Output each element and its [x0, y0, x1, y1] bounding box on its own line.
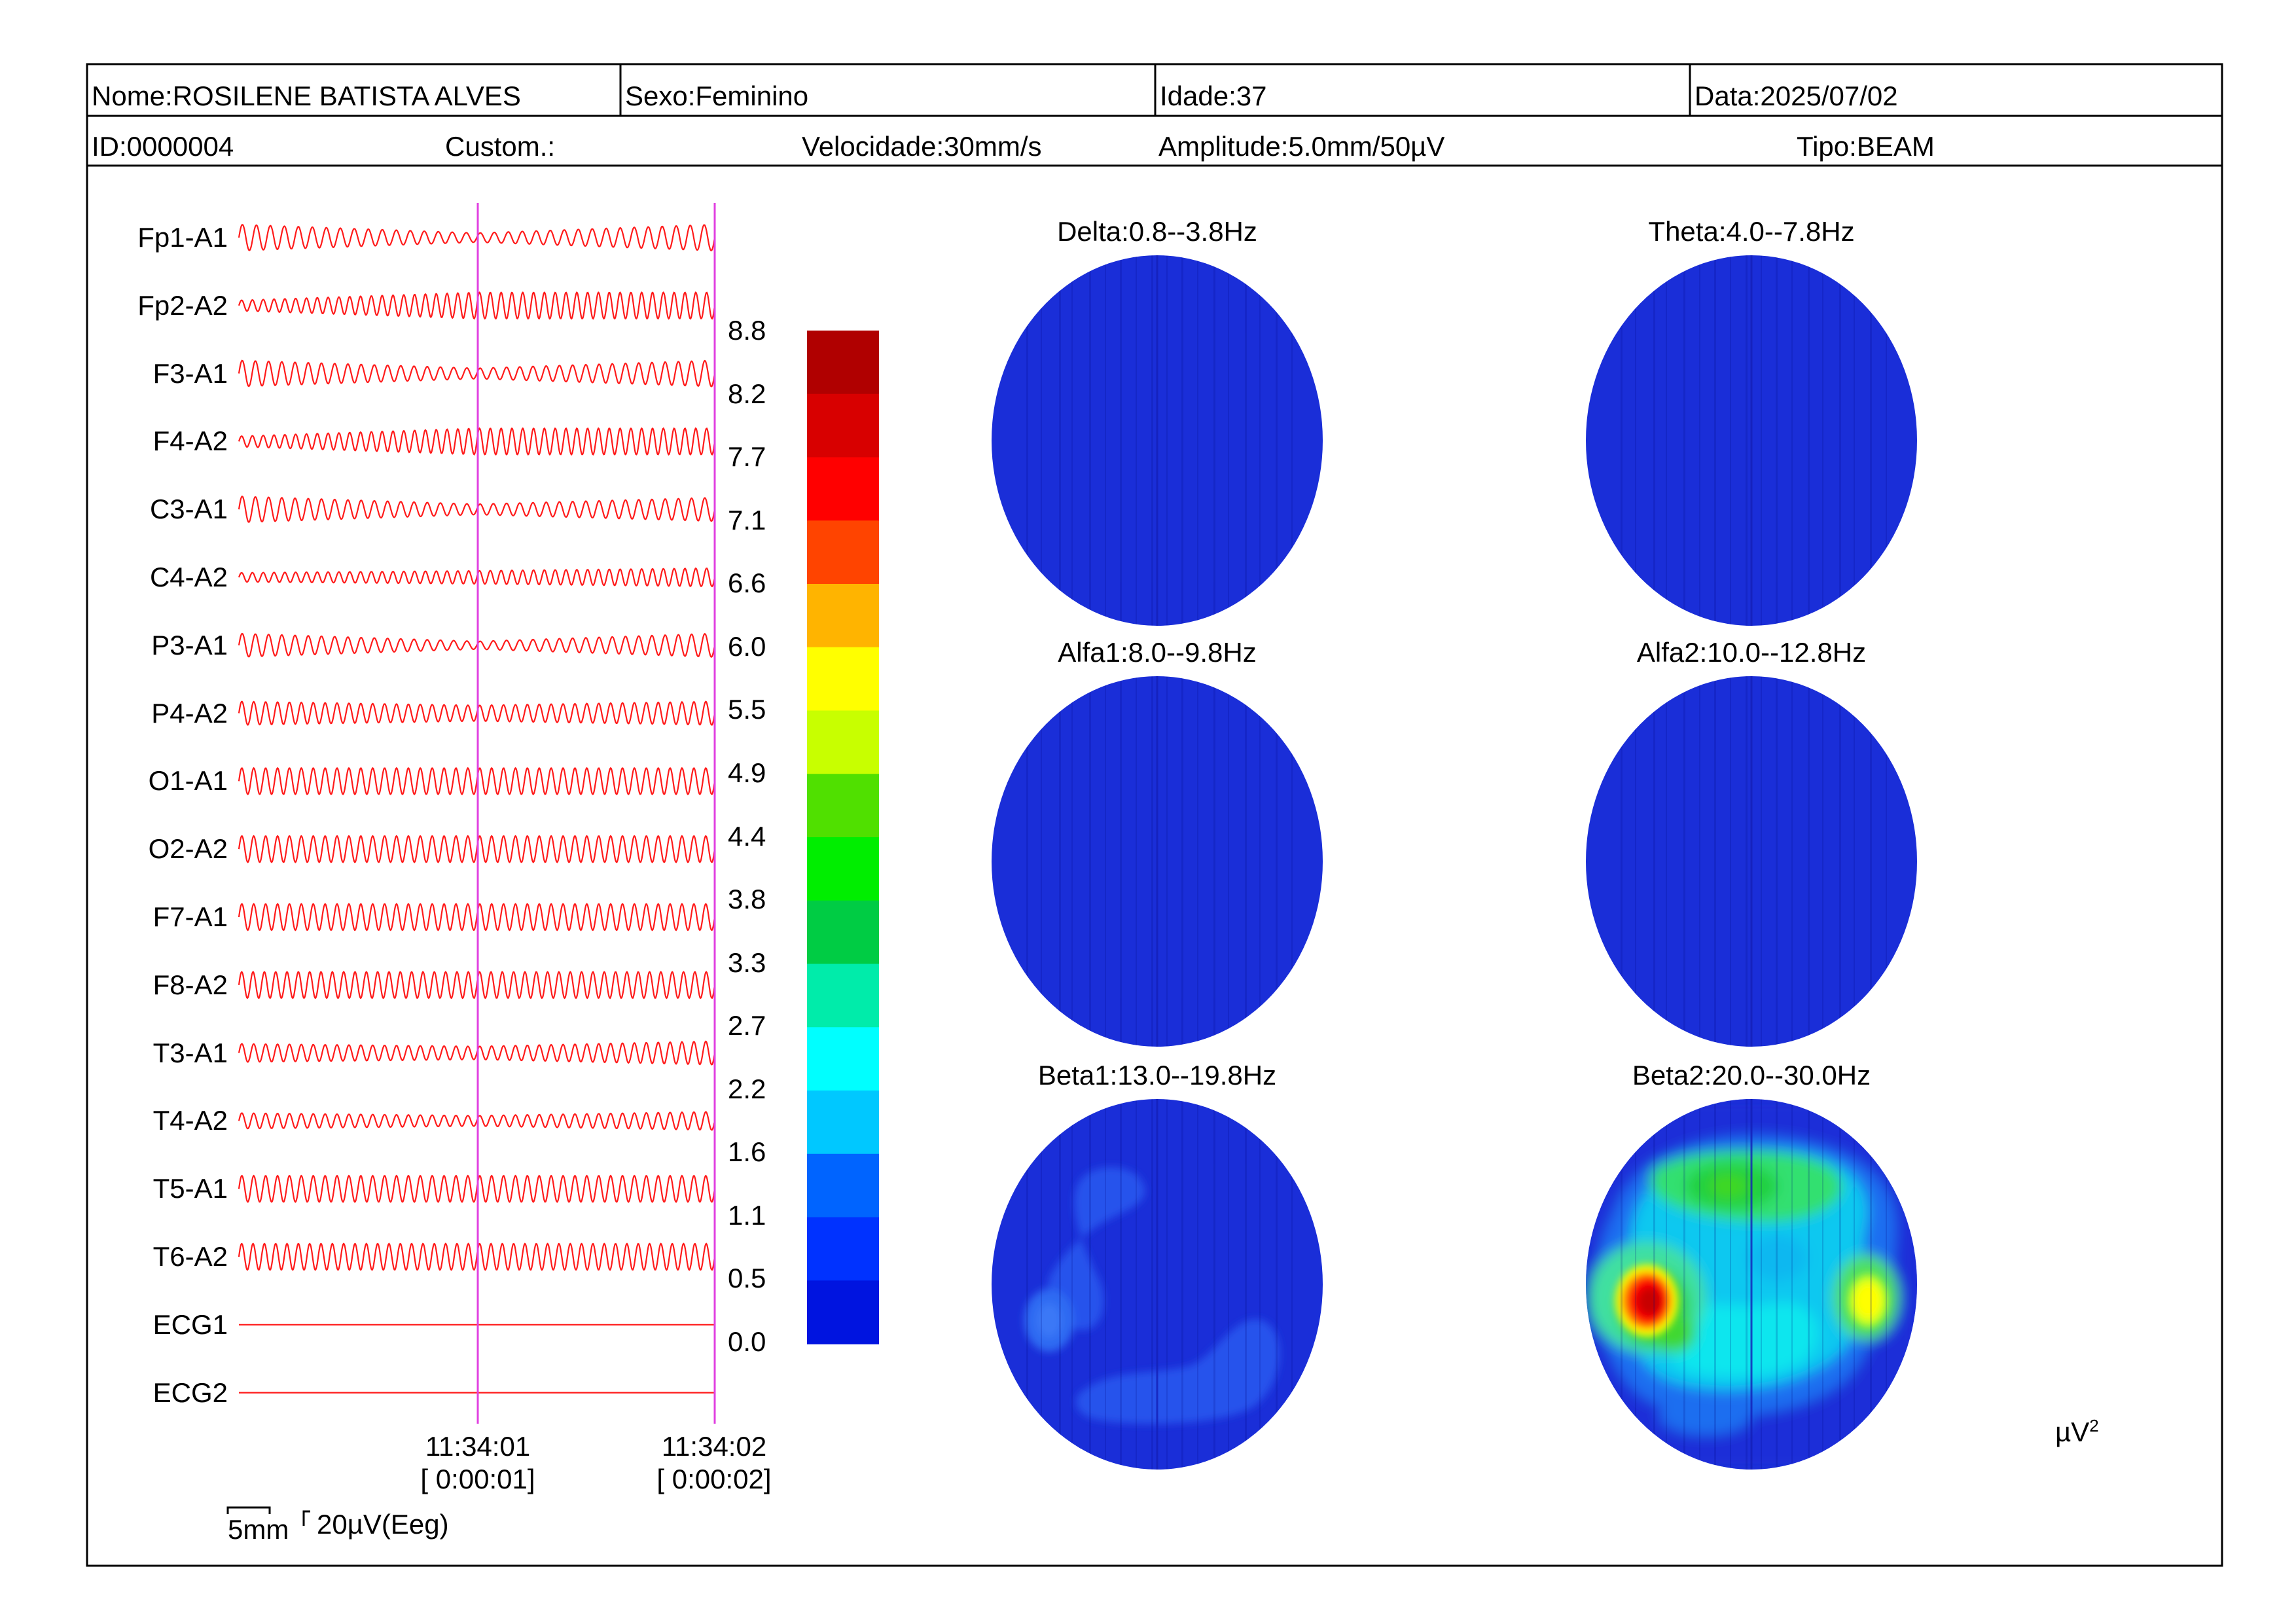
scale-bar-icon — [226, 1506, 310, 1526]
channel-label: T5-A1 — [152, 1173, 228, 1204]
colorbar-segment — [807, 774, 879, 838]
channel-label: Fp2-A2 — [137, 289, 228, 321]
patient-id: ID:0000004 — [92, 131, 234, 162]
time-mark-2-time: 11:34:02 — [661, 1431, 767, 1462]
custom-field: Custom.: — [445, 131, 556, 162]
channel-label: C4-A2 — [149, 562, 228, 592]
amplitude-setting: Amplitude:5.0mm/50µV — [1158, 131, 1445, 162]
channel-label: T4-A2 — [152, 1105, 228, 1136]
map-title: Alfa2:10.0--12.8Hz — [1636, 637, 1867, 668]
patient-age: Idade:37 — [1160, 81, 1267, 111]
channel-label: O2-A2 — [148, 833, 228, 865]
colorbar-segment — [807, 1280, 879, 1344]
time-mark-1-elapsed: [ 0:00:01] — [420, 1464, 535, 1494]
colorbar-tick-label: 1.6 — [728, 1136, 766, 1168]
channel-label: O1-A1 — [148, 765, 228, 797]
map-title: Beta1:13.0--19.8Hz — [1037, 1060, 1277, 1091]
time-mark-1-time: 11:34:01 — [425, 1431, 531, 1462]
channel-label: F3-A1 — [152, 357, 228, 389]
colorbar-tick-label: 2.2 — [728, 1073, 766, 1104]
exam-type: Tipo:BEAM — [1797, 131, 1935, 162]
channel-label: C3-A1 — [149, 494, 228, 525]
time-mark-2: 11:34:02 [ 0:00:02] — [629, 1430, 799, 1496]
colorbar-tick-label: 8.2 — [728, 378, 766, 409]
map-title: Beta2:20.0--30.0Hz — [1632, 1060, 1871, 1091]
topo-map — [1586, 676, 1917, 1047]
colorbar-tick-label: 1.1 — [728, 1199, 766, 1231]
colorbar-tick-label: 7.7 — [728, 441, 766, 473]
colorbar-segment — [807, 837, 879, 901]
colorbar-segment — [807, 900, 879, 965]
colorbar-tick-label: 0.0 — [728, 1326, 766, 1357]
channel-label: Fp1-A1 — [137, 222, 228, 253]
channel-label: T6-A2 — [152, 1241, 228, 1272]
colorbar-segment — [807, 710, 879, 774]
colorbar-segment — [807, 1091, 879, 1155]
map-title: Delta:0.8--3.8Hz — [1057, 216, 1257, 247]
colorbar-segment — [807, 331, 879, 395]
channel-label: F8-A2 — [152, 969, 228, 1000]
topo-map — [992, 255, 1323, 626]
colorbar-tick-label: 6.0 — [728, 630, 766, 662]
speed-setting: Velocidade:30mm/s — [802, 131, 1042, 162]
unit-base: µV — [2055, 1416, 2090, 1447]
colorbar-segment — [807, 457, 879, 521]
time-mark-1: 11:34:01 [ 0:00:01] — [393, 1430, 563, 1496]
colorbar-segment — [807, 584, 879, 648]
topo-map — [1586, 255, 1917, 626]
patient-name: Nome:ROSILENE BATISTA ALVES — [92, 81, 521, 111]
colorbar-tick-label: 6.6 — [728, 568, 766, 599]
patient-sex: Sexo:Feminino — [625, 81, 809, 111]
map-title: Theta:4.0--7.8Hz — [1648, 216, 1855, 247]
colorbar-tick-label: 0.5 — [728, 1263, 766, 1294]
topo-map — [992, 676, 1323, 1047]
channel-label: ECG2 — [152, 1377, 228, 1408]
scale-amplitude-label: 20µV(Eeg) — [317, 1509, 449, 1540]
map-title: Alfa1:8.0--9.8Hz — [1058, 637, 1257, 668]
colorbar-tick-label: 3.8 — [728, 884, 766, 915]
channel-label: P4-A2 — [151, 697, 228, 729]
colorbar-tick-label: 7.1 — [728, 504, 766, 535]
unit-label: µV2 — [2055, 1416, 2099, 1448]
channel-label: P3-A1 — [151, 629, 228, 660]
unit-exponent: 2 — [2089, 1416, 2099, 1435]
topo-map — [1586, 1099, 1917, 1470]
colorbar-segment — [807, 647, 879, 712]
channel-label: T3-A1 — [152, 1037, 228, 1068]
colorbar-segment — [807, 1217, 879, 1281]
channel-label: F4-A2 — [152, 425, 228, 457]
colorbar-tick-label: 8.8 — [728, 315, 766, 346]
colorbar-tick-label: 5.5 — [728, 694, 766, 725]
colorbar-tick-label: 4.4 — [728, 820, 766, 852]
colorbar-segment — [807, 964, 879, 1028]
colorbar-segment — [807, 1153, 879, 1218]
channel-label: F7-A1 — [152, 901, 228, 932]
exam-date: Data:2025/07/02 — [1695, 81, 1898, 111]
time-mark-2-elapsed: [ 0:00:02] — [656, 1464, 772, 1494]
colorbar-tick-label: 3.3 — [728, 947, 766, 978]
colorbar-tick-label: 2.7 — [728, 1010, 766, 1041]
channel-label: ECG1 — [152, 1308, 228, 1340]
colorbar-tick-label: 4.9 — [728, 757, 766, 788]
scale-time-label: 5mm — [228, 1514, 289, 1545]
colorbar-segment — [807, 520, 879, 585]
colorbar-segment — [807, 393, 879, 458]
topo-map — [992, 1099, 1323, 1470]
colorbar-segment — [807, 1027, 879, 1091]
